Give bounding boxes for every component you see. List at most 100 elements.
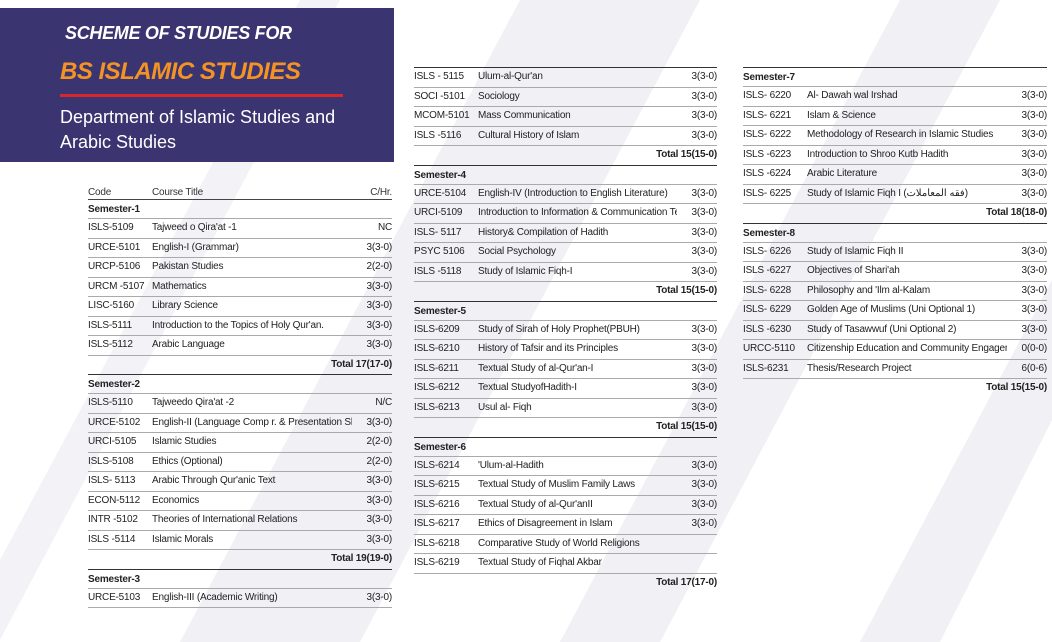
semester-block: Semester-7 ISLS- 6220 Al- Dawah wal Irshad… — [743, 68, 1047, 223]
credit-hours: 3(3-0) — [1021, 168, 1048, 179]
course-title: Textual StudyofHadith-I — [478, 382, 577, 393]
course-row: ISLS- 6226 Study of Islamic Fiqh II 3(3-0) — [743, 243, 1047, 262]
course-code: ISLS -5116 — [414, 129, 462, 141]
credit-hours: N/C — [375, 397, 392, 408]
credit-hours: 3(3-0) — [691, 207, 718, 218]
course-code: ISLS- 6222 — [743, 129, 792, 140]
semester-title: Semester-6 — [414, 438, 717, 457]
course-code: MCOM-5101 — [414, 110, 470, 121]
course-title: Ethics (Optional) — [152, 455, 223, 467]
course-title: Tajweedo Qira'at -2 — [152, 397, 235, 408]
course-row: ISLS- 5113 Arabic Through Qur'anic Text 3(… — [88, 472, 392, 492]
course-title: Cultural History of Islam — [478, 129, 580, 141]
course-title: Tajweed o Qira'at -1 — [152, 222, 237, 233]
credit-hours: 3(3-0) — [691, 187, 718, 199]
course-title: Golden Age of Muslims (Uni Optional 1) — [807, 304, 976, 315]
course-title: Pakistan Studies — [152, 261, 224, 272]
credit-hours: 3(3-0) — [1021, 90, 1048, 101]
credit-hours: 3(3-0) — [691, 362, 718, 374]
header-banner: SCHEME OF STUDIES FOR BS ISLAMIC STUDIES… — [0, 8, 394, 162]
course-row: ISLS-5112 Arabic Language 3(3-0) — [88, 336, 392, 356]
course-row: URCI-5109 Introduction to Information & C… — [414, 204, 717, 224]
credit-hours: 3(3-0) — [1021, 323, 1048, 335]
credit-hours: 3(3-0) — [691, 382, 718, 393]
credit-hours: 3(3-0) — [366, 591, 393, 603]
course-title: Ethics of Disagreement in Islam — [478, 518, 613, 529]
course-code: ISLS -6223 — [743, 148, 792, 160]
course-title: Mathematics — [152, 280, 207, 292]
course-row: ISLS-5111 Introduction to the Topics of H… — [88, 317, 393, 336]
course-code: ISLS- 6221 — [743, 109, 792, 121]
credit-hours: 3(3-0) — [366, 339, 393, 350]
course-row: ISLS-6213 Usul al- Fiqh 3(3-0) — [414, 399, 717, 418]
course-code: ISLS -6227 — [743, 265, 792, 276]
course-title: Economics — [152, 494, 200, 506]
semester-block: Semester-8 ISLS- 6226 Study of Islamic Fiq… — [743, 222, 1048, 398]
semester-block: ISLS - 5115 Ulum-al-Qur'an 3(3-0) SOCI -510… — [414, 68, 717, 165]
credit-hours: 3(3-0) — [1021, 148, 1048, 160]
course-code: ISLS- 6228 — [743, 284, 792, 296]
course-code: ISLS-6219 — [414, 557, 460, 568]
course-code: URCM -5107 — [88, 280, 145, 292]
course-code: URCE-5104 — [414, 187, 467, 199]
semester-total: Total 15(15-0) — [986, 382, 1047, 393]
credit-hours: 3(3-0) — [366, 494, 393, 506]
course-code: ISLS-6216 — [414, 498, 460, 510]
course-row: ISLS-6211 Textual Study of al-Qur'an-I 3(3… — [414, 360, 718, 379]
course-row: ISLS -6227 Objectives of Shari'ah 3(3-0) — [743, 262, 1047, 282]
semester-total: Total 15(15-0) — [656, 285, 717, 296]
course-row: URCM -5107 Mathematics 3(3-0) — [88, 278, 392, 297]
course-title: Objectives of Shari'ah — [807, 265, 900, 276]
course-code: SOCI -5101 — [414, 90, 465, 102]
course-code: ISLS -6224 — [743, 168, 792, 179]
course-code: ISLS- 6226 — [743, 245, 792, 257]
course-row: ISLS-5110 Tajweedo Qira'at -2 N/C — [88, 394, 392, 414]
course-row: ISLS-6216 Textual Study of al-Qur'anII 3(3… — [414, 496, 718, 515]
course-code: ISLS -5114 — [88, 533, 136, 545]
semester-title: Semester-2 — [88, 375, 392, 394]
header-department: Department of Islamic Studies and Arabic… — [60, 107, 336, 152]
credit-hours: 3(3-0) — [366, 514, 393, 525]
course-row: ISLS -6223 Introduction to Shroo Kutb Had… — [743, 146, 1048, 165]
course-row: PSYC 5106 Social Psychology 3(3-0) — [414, 243, 717, 263]
course-row: ISLS -5114 Islamic Morals 3(3-0) — [88, 531, 393, 550]
credit-hours: 3(3-0) — [1021, 129, 1048, 140]
course-title: Textual Study of Muslim Family Laws — [478, 479, 635, 490]
semester-block: Semester-3 URCE-5103 English-III (Academic… — [88, 568, 393, 608]
course-title: Introduction to the Topics of Holy Qur'a… — [152, 319, 324, 331]
course-title: Library Science — [152, 300, 218, 311]
header-cell: C/Hr. — [370, 187, 392, 198]
course-row: URCE-5103 English-III (Academic Writing) 3… — [88, 589, 393, 608]
credit-hours: 3(3-0) — [366, 319, 393, 331]
course-code: ISLS- 6220 — [743, 90, 792, 101]
semester-title: Semester-1 — [88, 200, 392, 219]
course-title: Textual Study of al-Qur'anII — [478, 498, 593, 510]
course-row: ISLS-6209 Study of Sirah of Holy Prophet(… — [414, 321, 717, 340]
credit-hours: 3(3-0) — [366, 533, 393, 545]
course-code: ISLS-6217 — [414, 518, 460, 529]
course-title: Study of Islamic Fiqh-I — [478, 265, 573, 277]
course-title: Sociology — [478, 90, 520, 102]
credit-hours: 6(0-6) — [1021, 362, 1048, 374]
course-row: URCP-5106 Pakistan Studies 2(2-0) — [88, 258, 392, 278]
semester-block: Semester-2 ISLS-5110 Tajweedo Qira'at -2 N/… — [88, 374, 392, 569]
credit-hours: 3(3-0) — [1021, 284, 1048, 296]
course-title: English-III (Academic Writing) — [152, 591, 278, 603]
semester-block: Semester-1 ISLS-5109 Tajweed o Qira'at -1 N… — [88, 200, 392, 374]
course-row: ISLS -6230 Study of Tasawwuf (Uni Optiona… — [743, 321, 1048, 340]
course-row: ISLS-6212 Textual StudyofHadith-I 3(3-0) — [414, 379, 717, 399]
course-title: Study of Islamic Fiqh I (فقه المعاملات) — [807, 187, 968, 199]
semester-title: Semester-5 — [414, 302, 717, 321]
credit-hours: 3(3-0) — [691, 498, 718, 510]
course-row: INTR -5102 Theories of International Rela… — [88, 511, 392, 531]
course-code: ISLS-6218 — [414, 537, 460, 549]
credit-hours: 3(3-0) — [691, 90, 718, 102]
course-row: ISLS-6215 Textual Study of Muslim Family … — [414, 476, 717, 496]
column: ISLS - 5115 Ulum-al-Qur'an 3(3-0) SOCI -510… — [414, 67, 717, 592]
semester-total: Total 15(15-0) — [656, 149, 717, 160]
course-row: ISLS- 6225 Study of Islamic Fiqh I (فقه ا… — [743, 185, 1047, 204]
course-code: URCC-5110 — [743, 343, 795, 354]
course-row: URCI-5105 Islamic Studies 2(2-0) — [88, 433, 392, 453]
course-row: ISLS-5108 Ethics (Optional) 2(2-0) — [88, 453, 392, 472]
